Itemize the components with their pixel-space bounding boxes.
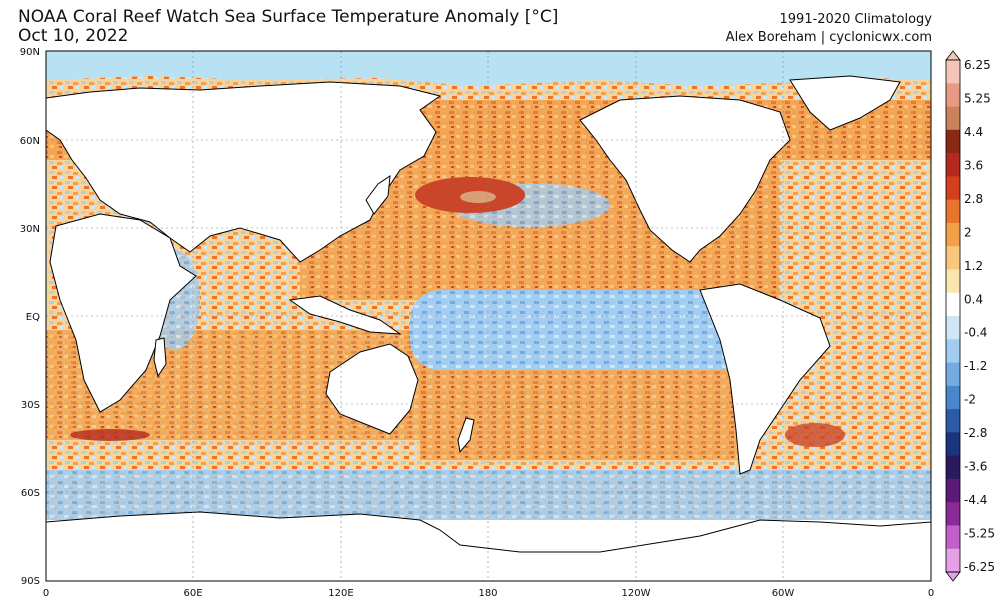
graticule (46, 51, 931, 581)
colorbar-swatch (946, 525, 960, 550)
map-frame (45, 50, 932, 582)
colorbar-swatch (946, 316, 960, 340)
colorbar-label: -5.25 (964, 527, 995, 541)
lon-label: 0 (928, 588, 934, 599)
colorbar-swatch (946, 478, 960, 503)
lat-label: 60N (20, 136, 40, 147)
climatology-label: 1991-2020 Climatology (779, 12, 932, 27)
colorbar-swatch (946, 292, 960, 317)
colorbar-label: -6.25 (964, 560, 995, 574)
colorbar-min-arrow (945, 571, 961, 582)
map-title: NOAA Coral Reef Watch Sea Surface Temper… (18, 7, 559, 27)
credit-label: Alex Boreham | cyclonicwx.com (725, 30, 932, 45)
colorbar-swatch (946, 432, 960, 457)
colorbar-swatch (946, 222, 960, 247)
colorbar-swatch (946, 409, 960, 433)
colorbar: 6.25 5.25 4.4 3.6 2.8 2 1.2 0.4 -0.4 -1.2 -2 -2.8 -3… (945, 50, 995, 582)
colorbar-label: -2 (964, 393, 976, 407)
colorbar-swatch (946, 362, 960, 387)
colorbar-frame (945, 59, 961, 573)
colorbar-label: 2.8 (964, 192, 983, 206)
lat-label: 60S (21, 488, 40, 499)
lat-label: EQ (26, 312, 40, 323)
lon-label: 120E (328, 588, 353, 599)
lat-label: 30S (21, 400, 40, 411)
colorbar-swatch (946, 106, 960, 131)
colorbar-swatch (946, 199, 960, 224)
colorbar-label: 3.6 (964, 158, 983, 172)
colorbar-swatch (946, 502, 960, 526)
colorbar-label: 0.4 (964, 292, 983, 306)
colorbar-swatch (946, 83, 960, 108)
colorbar-swatch (946, 269, 960, 294)
colorbar-swatch (946, 385, 960, 410)
lon-label: 0 (43, 588, 49, 599)
land-masses (45, 75, 932, 582)
colorbar-swatch (946, 60, 960, 84)
lon-label: 120W (622, 588, 651, 599)
colorbar-label: -0.4 (964, 326, 987, 340)
map-date: Oct 10, 2022 (18, 26, 129, 46)
colorbar-swatch (946, 339, 960, 364)
lon-label: 60W (772, 588, 795, 599)
lat-label: 90S (21, 576, 40, 587)
colorbar-label: 2 (964, 225, 972, 239)
colorbar-max-arrow (945, 50, 961, 61)
lat-label: 30N (20, 224, 40, 235)
lon-label: 60E (183, 588, 202, 599)
colorbar-label: 1.2 (964, 259, 983, 273)
colorbar-label: 5.25 (964, 91, 991, 105)
colorbar-label: -4.4 (964, 493, 987, 507)
colorbar-label: -3.6 (964, 460, 987, 474)
latitude-labels: 90N 60N 30N EQ 30S 60S 90S (20, 47, 40, 587)
colorbar-label: 6.25 (964, 58, 991, 72)
colorbar-swatch (946, 548, 960, 573)
lat-label: 90N (20, 47, 40, 58)
colorbar-label: -1.2 (964, 359, 987, 373)
colorbar-swatch (946, 129, 960, 154)
colorbar-swatch (946, 246, 960, 270)
colorbar-swatch (946, 176, 960, 201)
colorbar-label: 4.4 (964, 125, 983, 139)
colorbar-swatch (946, 153, 960, 177)
longitude-labels: 0 60E 120E 180 120W 60W 0 (43, 588, 934, 599)
colorbar-swatch (946, 455, 960, 480)
lon-label: 180 (478, 588, 497, 599)
colorbar-label: -2.8 (964, 426, 987, 440)
